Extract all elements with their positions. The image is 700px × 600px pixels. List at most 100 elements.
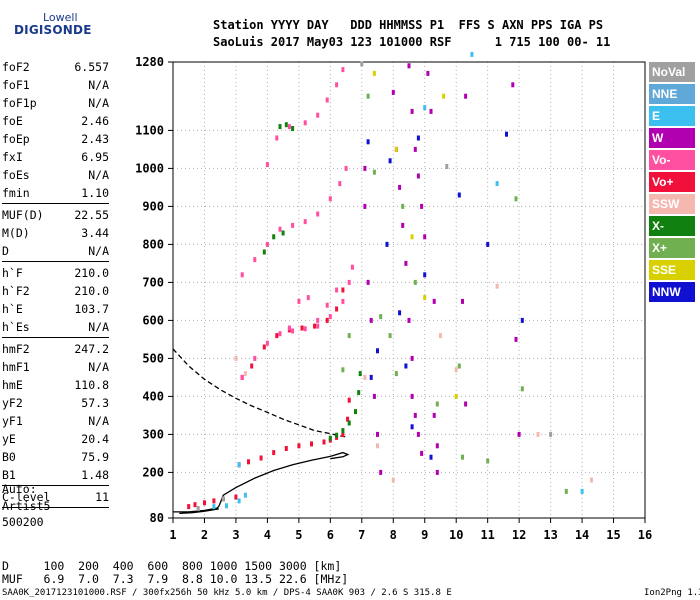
x-tick-label: 12 (512, 528, 526, 542)
param-value: 103.7 (74, 302, 109, 316)
echo-point (457, 363, 461, 369)
x-tick-label: 7 (358, 528, 365, 542)
echo-point (514, 336, 518, 342)
echo-point (262, 249, 266, 255)
legend-item-vo: Vo- (649, 150, 695, 170)
echo-point (590, 477, 593, 483)
echo-point (369, 317, 373, 323)
legend-item-nnw: NNW (649, 282, 695, 302)
echo-point (297, 298, 301, 304)
echo-point (416, 135, 420, 141)
param-separator (2, 485, 109, 486)
param-key: h`E (2, 302, 23, 316)
autoscale-code: 500200 (2, 515, 44, 529)
autoscale-label: Auto: (2, 482, 37, 496)
param-value: 3.44 (81, 226, 109, 240)
echo-point (203, 500, 206, 506)
echo-point (423, 295, 427, 301)
param-value: 210.0 (74, 266, 109, 280)
echo-point (394, 371, 398, 377)
param-value: 1.48 (81, 468, 109, 482)
echo-point (297, 443, 301, 449)
param-value: N/A (88, 414, 109, 428)
echo-point (196, 506, 200, 511)
param-value: 110.8 (74, 378, 109, 392)
param-key: fxI (2, 150, 23, 164)
echo-point (310, 441, 313, 447)
direction-legend: NoVal NNE E W Vo- Vo+ SSW X- X+ SSE NNW (649, 62, 695, 304)
echo-point (259, 455, 263, 461)
echo-point (335, 82, 339, 88)
echo-point (341, 298, 345, 304)
x-tick-label: 8 (390, 528, 397, 542)
echo-point (461, 298, 464, 304)
param-value: 247.2 (74, 342, 109, 356)
echo-point (272, 450, 276, 456)
param-key: foEp (2, 132, 30, 146)
echo-point (391, 89, 395, 95)
echo-point (234, 355, 238, 361)
param-key: yE (2, 432, 16, 446)
echo-point (388, 333, 392, 339)
echo-point (325, 317, 329, 323)
x-tick-label: 6 (327, 528, 334, 542)
echo-point (212, 504, 216, 510)
echo-point (464, 93, 468, 99)
param-value: 20.4 (81, 432, 109, 446)
param-row: foF1p N/A (2, 94, 109, 112)
param-row: hmF1 N/A (2, 358, 109, 376)
echo-point (278, 226, 282, 232)
echo-point (511, 82, 515, 88)
echo-point (284, 122, 288, 128)
param-key: MUF(D) (2, 208, 44, 222)
param-row: h`Es N/A (2, 318, 109, 336)
param-row: D N/A (2, 242, 109, 260)
header-row-1: Station YYYY DAY DDD HHMMSS P1 FFS S AXN… (213, 18, 604, 32)
echo-point (416, 431, 420, 437)
echo-point (388, 158, 392, 164)
param-value: 6.557 (74, 60, 109, 74)
y-tick-label: 500 (142, 351, 164, 365)
echo-point (347, 397, 351, 403)
echo-point (284, 446, 288, 451)
param-row: MUF(D) 22.55 (2, 206, 109, 224)
echo-point (247, 459, 250, 465)
echo-point (564, 488, 568, 494)
param-separator (2, 203, 109, 204)
echo-point (407, 63, 411, 69)
echo-point (420, 203, 424, 209)
echo-point (420, 450, 424, 456)
echo-point (423, 105, 427, 111)
echo-point (338, 181, 342, 187)
echo-point (303, 120, 307, 126)
echo-point (398, 184, 402, 190)
scaled-parameters-panel: foF2 6.557 foF1 N/A foF1p N/A foE 2.46 foEp 2.43 f… (2, 58, 109, 510)
param-value: 2.46 (81, 114, 109, 128)
x-tick-label: 1 (169, 528, 176, 542)
echo-point (413, 412, 417, 418)
param-row: C-level 11 (2, 488, 109, 506)
param-key: foF1 (2, 78, 30, 92)
param-key: h`F (2, 266, 23, 280)
echo-point (423, 234, 427, 240)
echo-point (291, 328, 295, 334)
echo-point (341, 431, 345, 437)
y-tick-label: 1000 (135, 161, 164, 175)
echo-point (243, 371, 247, 377)
echo-point (316, 323, 320, 329)
profile-curve (179, 508, 220, 515)
param-key: hmE (2, 378, 23, 392)
param-key: fmin (2, 186, 30, 200)
echo-point (432, 298, 436, 304)
y-tick-label: 1100 (135, 123, 164, 137)
echo-point (291, 126, 295, 131)
y-tick-label: 80 (150, 511, 164, 525)
param-value: 1.10 (81, 186, 109, 200)
echo-point (253, 355, 257, 361)
param-value: N/A (88, 244, 109, 258)
echo-point (358, 371, 362, 377)
echo-point (495, 283, 499, 289)
echo-point (520, 317, 524, 323)
echo-point (360, 61, 364, 67)
echo-point (265, 241, 269, 247)
